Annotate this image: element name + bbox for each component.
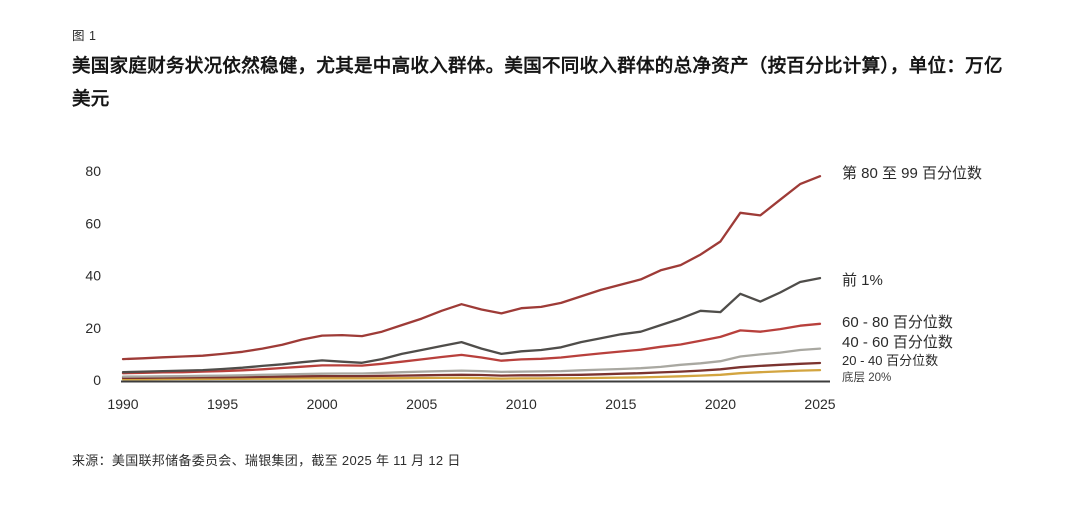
legend-60-80-percentile: 60 - 80 百分位数 <box>842 314 953 331</box>
series-line-1 <box>121 276 822 374</box>
legend-40-60-percentile: 40 - 60 百分位数 <box>842 334 953 351</box>
x-tick-1990: 1990 <box>107 396 138 412</box>
x-tick-2010: 2010 <box>506 396 537 412</box>
x-tick-2015: 2015 <box>605 396 636 412</box>
legend-20-40-percentile: 20 - 40 百分位数 <box>842 353 939 368</box>
legend-top-1-percent: 前 1% <box>842 272 883 289</box>
x-tick-2020: 2020 <box>705 396 736 412</box>
x-tick-2000: 2000 <box>307 396 338 412</box>
y-tick-0: 0 <box>93 372 101 388</box>
y-tick-20: 20 <box>85 320 101 336</box>
chart-title: 美国家庭财务状况依然稳健，尤其是中高收入群体。美国不同收入群体的总净资产（按百分… <box>72 55 1003 109</box>
series-line-5 <box>121 368 822 381</box>
x-tick-2025: 2025 <box>804 396 835 412</box>
series-line-4 <box>121 361 822 380</box>
y-tick-60: 60 <box>85 215 101 231</box>
y-tick-80: 80 <box>85 163 101 179</box>
x-tick-1995: 1995 <box>207 396 238 412</box>
x-tick-2005: 2005 <box>406 396 437 412</box>
legend-bottom-20-percent: 底层 20% <box>842 372 892 384</box>
series-line-3 <box>121 347 822 378</box>
y-tick-40: 40 <box>85 268 101 284</box>
legend-80-99-percentile: 第 80 至 99 百分位数 <box>842 165 983 182</box>
series-line-2 <box>121 322 822 375</box>
series-line-0 <box>121 175 822 361</box>
source-attribution: 来源：美国联邦储备委员会、瑞银集团，截至 2025 年 11 月 12 日 <box>72 453 461 468</box>
figure-number: 图 1 <box>72 29 97 43</box>
